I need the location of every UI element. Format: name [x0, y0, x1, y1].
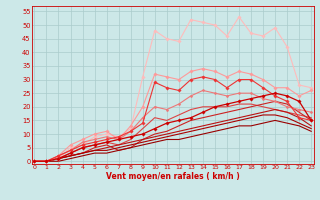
X-axis label: Vent moyen/en rafales ( km/h ): Vent moyen/en rafales ( km/h ) — [106, 172, 240, 181]
